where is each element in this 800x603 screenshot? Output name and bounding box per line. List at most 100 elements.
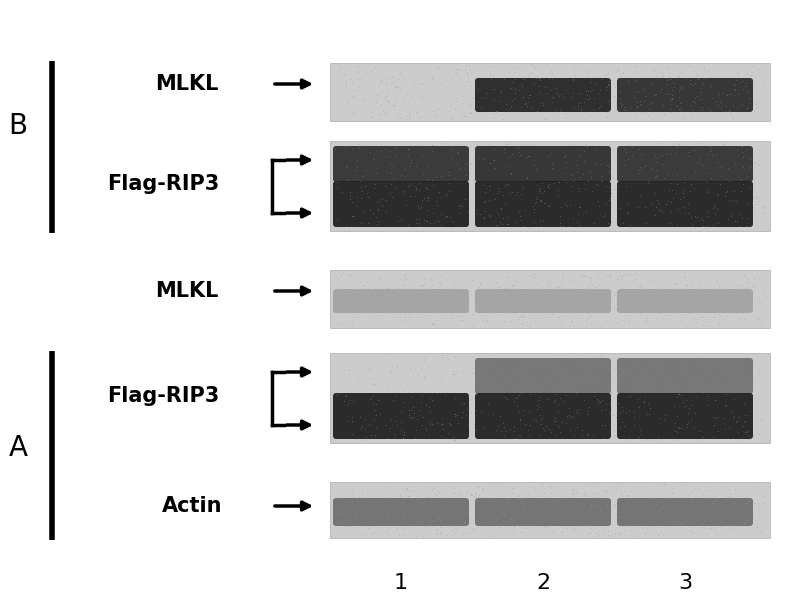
Point	[504, 502, 517, 511]
Point	[579, 283, 592, 293]
Point	[711, 412, 724, 421]
Point	[699, 168, 712, 177]
Point	[704, 140, 717, 150]
Point	[622, 490, 635, 500]
Point	[738, 112, 750, 121]
Point	[508, 522, 521, 532]
Point	[554, 221, 566, 230]
Point	[438, 317, 451, 326]
Point	[603, 365, 616, 375]
Point	[710, 493, 722, 503]
Point	[428, 218, 441, 228]
Point	[432, 295, 445, 305]
Point	[330, 499, 343, 509]
Point	[426, 485, 438, 495]
Point	[641, 524, 654, 534]
Point	[519, 99, 532, 109]
Point	[602, 81, 615, 90]
Point	[754, 70, 767, 80]
Point	[753, 273, 766, 283]
Point	[746, 294, 758, 304]
Point	[651, 283, 664, 292]
Point	[700, 492, 713, 502]
Point	[560, 283, 573, 293]
Point	[629, 386, 642, 396]
Point	[641, 314, 654, 323]
Point	[574, 314, 587, 323]
Point	[694, 95, 706, 104]
Point	[507, 427, 520, 437]
Point	[754, 370, 766, 380]
Point	[674, 98, 686, 107]
Point	[364, 297, 377, 307]
Point	[339, 285, 352, 294]
Point	[390, 435, 403, 444]
Point	[646, 268, 659, 278]
FancyBboxPatch shape	[617, 289, 753, 313]
Point	[582, 67, 595, 77]
Point	[355, 293, 368, 303]
Point	[436, 373, 449, 382]
Point	[365, 112, 378, 122]
Point	[601, 160, 614, 169]
Point	[573, 151, 586, 161]
Point	[629, 87, 642, 96]
Point	[708, 412, 721, 422]
Point	[753, 370, 766, 379]
Point	[628, 66, 641, 75]
Point	[506, 280, 518, 289]
Point	[380, 90, 393, 100]
Point	[596, 395, 609, 405]
Point	[373, 90, 386, 99]
Point	[711, 218, 724, 228]
Point	[713, 309, 726, 319]
Point	[605, 286, 618, 296]
Point	[455, 398, 468, 408]
Point	[352, 519, 365, 528]
Point	[502, 272, 514, 282]
Point	[513, 491, 526, 500]
Point	[582, 313, 594, 323]
Point	[530, 194, 543, 204]
Point	[345, 211, 358, 221]
Point	[713, 320, 726, 329]
Point	[551, 406, 564, 416]
Point	[522, 380, 535, 390]
Point	[350, 514, 362, 523]
Point	[573, 202, 586, 212]
Point	[451, 68, 464, 77]
Point	[515, 498, 528, 508]
Point	[499, 426, 512, 436]
Point	[432, 511, 445, 520]
Point	[662, 508, 675, 517]
Point	[464, 381, 477, 391]
Point	[382, 283, 395, 293]
Point	[705, 106, 718, 115]
Point	[434, 375, 446, 385]
Point	[534, 221, 547, 231]
Point	[354, 74, 366, 84]
Point	[714, 517, 726, 527]
Point	[394, 69, 407, 79]
Point	[690, 317, 703, 327]
Point	[651, 153, 664, 163]
Point	[449, 409, 462, 418]
Point	[462, 514, 475, 524]
Point	[399, 171, 412, 181]
Point	[426, 180, 439, 190]
Point	[442, 82, 454, 92]
Point	[746, 192, 759, 201]
Point	[387, 276, 400, 285]
Point	[662, 185, 675, 195]
Point	[603, 271, 616, 281]
Point	[605, 291, 618, 300]
Point	[438, 138, 450, 148]
Point	[511, 207, 524, 216]
Point	[432, 216, 445, 226]
Point	[471, 496, 484, 505]
Point	[703, 320, 716, 329]
Point	[465, 108, 478, 118]
Point	[699, 528, 712, 538]
Point	[544, 359, 557, 368]
Point	[580, 86, 593, 96]
